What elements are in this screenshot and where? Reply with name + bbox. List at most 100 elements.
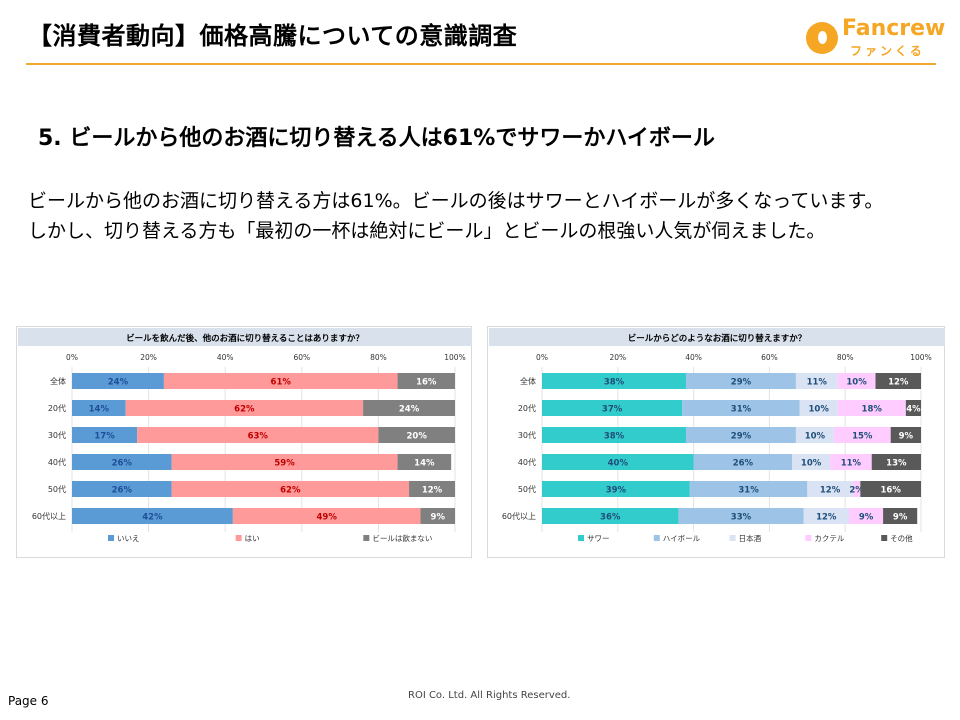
- data-label: 26%: [112, 459, 133, 469]
- category-label: 40代: [518, 457, 536, 467]
- bar-segment: [542, 481, 690, 497]
- logo-subtext: ファンくる: [850, 44, 925, 58]
- data-label: 20%: [407, 432, 428, 442]
- data-label: 2%: [849, 486, 864, 496]
- page-number: Page 6: [8, 694, 49, 708]
- category-label: 50代: [518, 484, 536, 494]
- bar-segment: [689, 481, 808, 497]
- data-label: 4%: [906, 405, 921, 415]
- bar-segment: [852, 481, 861, 497]
- bar-segment: [803, 508, 849, 524]
- bar-segment: [860, 481, 921, 497]
- x-tick-label: 60%: [293, 353, 310, 362]
- data-label: 10%: [808, 405, 829, 415]
- bar-segment: [542, 454, 694, 470]
- bar-segment: [232, 508, 421, 524]
- x-tick-label: 40%: [685, 353, 702, 362]
- bar-segment: [72, 508, 233, 524]
- legend-label: 日本酒: [739, 533, 762, 543]
- data-label: 38%: [604, 378, 625, 388]
- data-label: 16%: [881, 486, 902, 496]
- data-label: 61%: [271, 378, 292, 388]
- x-tick-label: 80%: [837, 353, 854, 362]
- bar-segment: [363, 400, 455, 416]
- body-line: ビールから他のお酒に切り替える方は61%。ビールの後はサワーとハイボールが多くな…: [28, 190, 884, 212]
- legend-label: カクテル: [814, 534, 844, 543]
- category-label: 30代: [48, 430, 66, 440]
- data-label: 9%: [893, 513, 908, 523]
- bar-segment: [125, 400, 364, 416]
- bar-segment: [409, 481, 455, 497]
- x-tick-label: 20%: [140, 353, 157, 362]
- bar-segment: [795, 373, 838, 389]
- legend-label: ビールは飲まない: [372, 533, 432, 543]
- data-label: 24%: [108, 378, 129, 388]
- bar-segment: [72, 373, 164, 389]
- data-label: 12%: [888, 378, 909, 388]
- bar-segment: [693, 454, 793, 470]
- bar-segment: [72, 427, 138, 443]
- data-label: 26%: [733, 459, 754, 469]
- data-label: 24%: [399, 405, 420, 415]
- legend-swatch: [363, 535, 370, 541]
- data-label: 12%: [820, 486, 841, 496]
- bar-segment: [837, 400, 906, 416]
- category-label: 20代: [48, 403, 66, 413]
- fancrew-logo: Fancrew ファンくる: [806, 16, 946, 60]
- x-tick-label: 80%: [370, 353, 387, 362]
- bar-segment: [830, 454, 872, 470]
- legend-swatch: [235, 535, 242, 541]
- bar-segment: [799, 400, 838, 416]
- bar-segment: [883, 508, 918, 524]
- chart-title-bar: [489, 328, 945, 346]
- data-label: 40%: [608, 459, 629, 469]
- bar-segment: [837, 373, 876, 389]
- legend-swatch: [729, 535, 736, 541]
- data-label: 15%: [852, 432, 873, 442]
- data-label: 18%: [862, 405, 883, 415]
- bar-segment: [848, 508, 884, 524]
- data-label: 9%: [899, 432, 914, 442]
- bar-segment: [542, 400, 683, 416]
- data-label: 59%: [274, 459, 295, 469]
- category-label: 50代: [48, 484, 66, 494]
- chart-title-bar: [18, 328, 472, 346]
- data-label: 33%: [731, 513, 752, 523]
- data-label: 37%: [602, 405, 623, 415]
- logo-text: Fancrew: [842, 16, 946, 41]
- data-label: 38%: [604, 432, 625, 442]
- bar-segment: [378, 427, 455, 443]
- bar-segment: [542, 508, 679, 524]
- bar-segment: [678, 508, 804, 524]
- legend-swatch: [805, 535, 812, 541]
- bar-segment: [871, 454, 921, 470]
- category-label: 60代以上: [502, 511, 536, 521]
- bar-segment: [72, 400, 126, 416]
- data-label: 13%: [886, 459, 907, 469]
- bar-segment: [171, 481, 410, 497]
- x-tick-label: 100%: [910, 353, 931, 362]
- data-label: 49%: [317, 513, 338, 523]
- legend-label: ハイボール: [663, 534, 701, 543]
- data-label: 9%: [431, 513, 446, 523]
- fancrew-logo-icon: [806, 22, 838, 54]
- category-label: 60代以上: [32, 511, 66, 521]
- data-label: 31%: [731, 405, 752, 415]
- legend-swatch: [108, 535, 114, 541]
- data-label: 29%: [731, 378, 752, 388]
- bar-segment: [792, 454, 831, 470]
- bar-segment: [890, 427, 921, 443]
- data-label: 12%: [422, 486, 443, 496]
- legend-label: いいえ: [117, 534, 140, 543]
- data-label: 62%: [234, 405, 255, 415]
- bar-segment: [682, 400, 800, 416]
- data-label: 39%: [606, 486, 627, 496]
- data-label: 10%: [801, 459, 822, 469]
- page-title: 【消費者動向】価格高騰についての意識調査: [28, 22, 518, 50]
- x-tick-label: 0%: [536, 353, 548, 362]
- legend-swatch: [578, 535, 584, 541]
- data-label: 10%: [805, 432, 826, 442]
- data-label: 16%: [416, 378, 437, 388]
- x-tick-label: 0%: [66, 353, 78, 362]
- x-tick-label: 100%: [444, 353, 465, 362]
